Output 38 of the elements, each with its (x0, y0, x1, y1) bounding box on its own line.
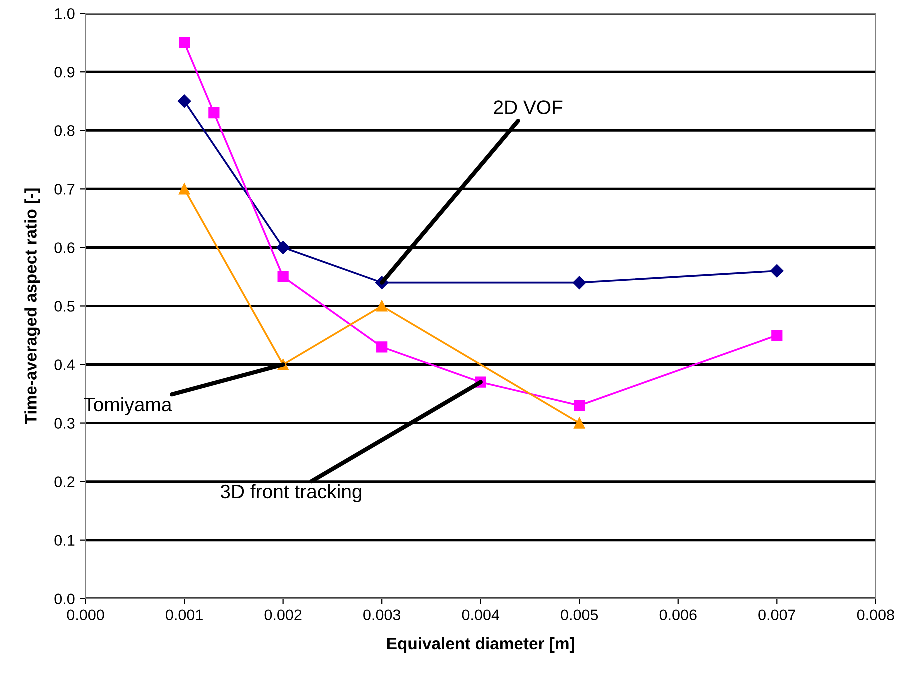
point (208, 108, 220, 119)
x-axis-title: Equivalent diameter [m] (388, 637, 574, 653)
point (178, 184, 190, 195)
annotation: Tomiyama (84, 397, 172, 416)
x-tick-label: 0.003 (364, 610, 401, 621)
y-tick-label: 0.2 (54, 476, 75, 488)
point (574, 400, 586, 412)
y-tick-label: 0.5 (54, 301, 75, 312)
point (770, 264, 784, 278)
y-tick-label: 0.0 (54, 594, 75, 605)
y-tick-label: 0.1 (54, 535, 75, 546)
point (772, 330, 783, 342)
annotation: 2D VOF (494, 100, 563, 114)
x-tick-label: 0.005 (561, 610, 598, 621)
y-tick-label: 0.6 (54, 242, 75, 254)
x-tick-label: 0.001 (166, 610, 203, 621)
x-tick-label: 0.006 (660, 610, 697, 621)
point (178, 37, 190, 48)
point (276, 241, 290, 254)
y-tick-label: 0.4 (54, 360, 75, 370)
x-tick-label: 0.004 (462, 610, 500, 621)
point (574, 418, 586, 429)
y-tick-label: 0.8 (54, 126, 75, 136)
x-tick-label: 0.007 (758, 610, 796, 621)
point (178, 94, 192, 108)
point (376, 300, 388, 312)
y-tick-label: 0.9 (54, 66, 75, 78)
y-tick-label: 0.7 (54, 184, 75, 195)
y-tick-label: 0.3 (54, 418, 75, 429)
y-axis-title: Time-averaged aspect ratio [-] (24, 188, 40, 424)
point (376, 342, 388, 353)
x-tick-label: 0.008 (857, 610, 894, 621)
point (573, 276, 586, 290)
x-tick-label: 0.002 (264, 610, 302, 621)
y-tick-label: 1.0 (55, 8, 75, 20)
annotation: 3D front tracking (220, 484, 362, 502)
x-tick-label: 0.000 (67, 610, 104, 621)
point (278, 271, 289, 283)
